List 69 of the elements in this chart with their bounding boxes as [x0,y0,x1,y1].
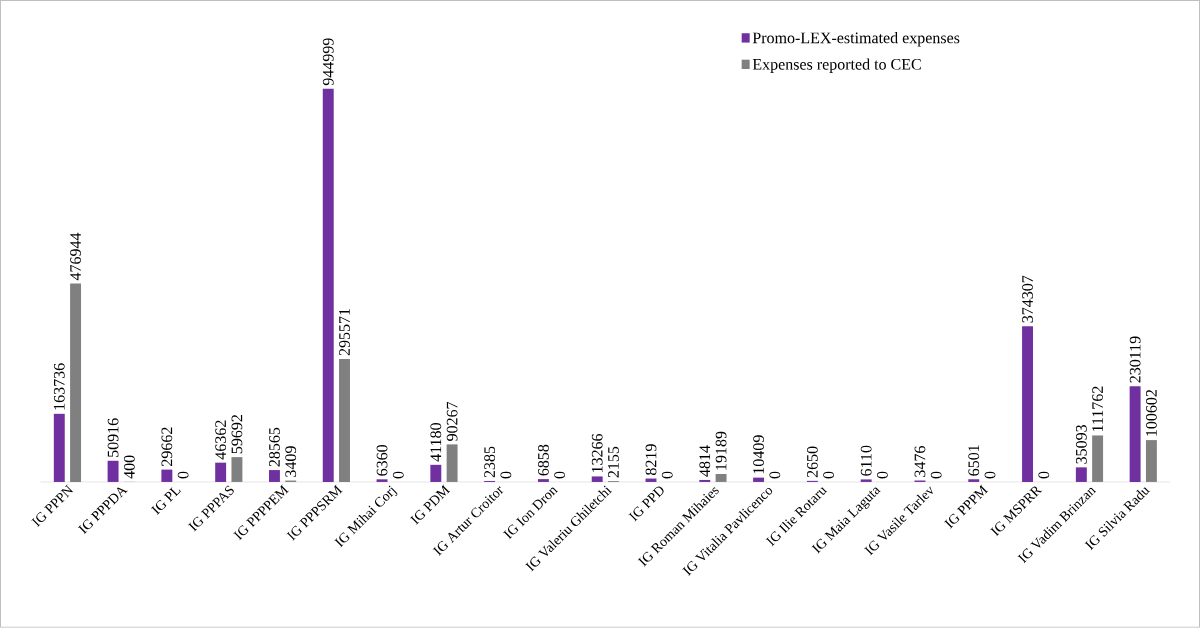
data-label: 0 [392,471,404,479]
data-label: 400 [123,455,135,479]
data-label: 19189 [715,431,727,470]
bar [430,464,442,483]
data-label: 59692 [231,415,243,454]
data-label: 0 [930,471,942,479]
bar [753,477,765,483]
data-label: 35093 [1075,425,1087,464]
bar [860,479,872,483]
data-label: 163736 [53,363,65,410]
data-label: 41180 [430,423,442,462]
x-tick-label: IG PL [150,487,181,515]
data-label: 8219 [645,444,657,476]
data-label: 90267 [446,402,458,442]
data-label: 2385 [484,446,496,478]
data-label: 0 [554,471,566,479]
bar [215,462,227,483]
bar [1145,440,1157,483]
data-label: 6110 [860,445,872,476]
data-label: 476944 [70,232,81,281]
data-label: 944999 [322,38,334,86]
data-label: 0 [1038,471,1050,479]
data-label: 2650 [806,446,818,478]
bar [231,457,243,483]
legend-label: Promo-LEX-estimated expenses [752,32,960,47]
data-label: 2155 [608,446,619,478]
bar [699,480,711,483]
data-label: 0 [877,471,888,479]
data-label: 100602 [1146,390,1157,436]
bar [1129,386,1141,483]
data-label: 0 [984,471,996,479]
data-label: 0 [769,471,781,479]
bar [715,474,727,483]
data-label: 10409 [753,435,764,474]
data-label: 3409 [285,446,297,477]
data-label: 0 [823,471,835,479]
bar [53,413,65,483]
bar [446,444,458,483]
data-label: 6360 [376,445,388,476]
bar [1022,326,1034,483]
bar [1092,435,1104,483]
legend-label: Expenses reported to CEC [752,58,921,74]
data-label: 4814 [699,445,711,477]
bar [537,479,549,483]
data-label: 29662 [161,427,173,467]
bar [968,479,980,483]
bar [70,283,82,483]
bar [322,88,334,483]
bar [339,359,350,483]
data-label: 295571 [339,309,350,356]
bar [268,470,280,483]
data-label: 374307 [1022,275,1033,323]
data-label: 111762 [1092,386,1103,432]
data-label: 13266 [591,434,603,473]
bar [161,469,173,483]
data-label: 6501 [968,445,980,476]
bar [1075,467,1087,483]
data-label: 0 [177,471,189,479]
data-label: 3476 [914,446,926,477]
data-label: 0 [500,471,512,479]
bar [376,479,388,483]
data-label: 28565 [269,427,280,467]
data-label: 230119 [1129,336,1141,383]
data-label: 50916 [107,418,119,457]
data-label: 6858 [538,444,549,476]
data-label: 46362 [215,420,227,460]
bar [107,460,119,483]
data-label: 0 [661,471,673,479]
bar [591,476,603,483]
